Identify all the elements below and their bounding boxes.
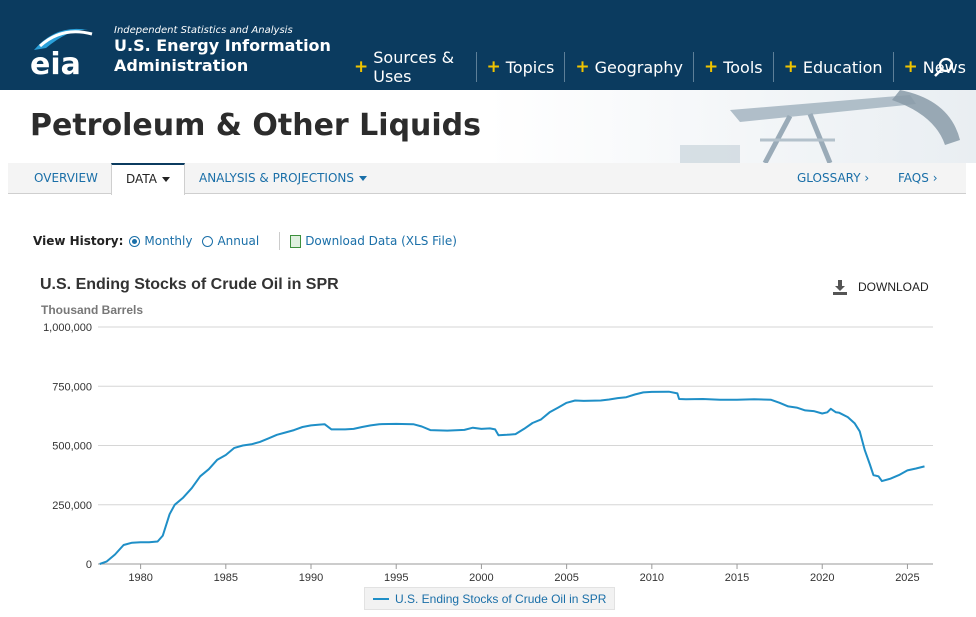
nav-education[interactable]: + Education [772,52,893,82]
faqs-label: FAQS [898,171,929,185]
site-header: eia Independent Statistics and Analysis … [0,0,976,90]
search-icon[interactable] [932,56,956,80]
download-button[interactable]: DOWNLOAD [832,279,929,295]
chart-legend[interactable]: U.S. Ending Stocks of Crude Oil in SPR [364,587,616,610]
x-tick-label: 1990 [299,572,323,584]
x-tick-label: 2005 [554,572,578,584]
logo-text[interactable]: Independent Statistics and Analysis U.S.… [114,25,331,76]
nav-tools[interactable]: + Tools [692,52,773,82]
x-tick-label: 1985 [214,572,238,584]
logo-name-line2: Administration [114,56,249,75]
radio-annual[interactable]: Annual [202,234,259,248]
download-icon [833,280,847,295]
nav-label: Topics [505,57,555,77]
y-tick-label: 750,000 [52,381,92,393]
x-tick-label: 1980 [128,572,152,584]
logo-tagline: Independent Statistics and Analysis [114,25,293,36]
download-label: DOWNLOAD [858,280,929,294]
nav-sources-uses[interactable]: + Sources & Uses [344,48,476,86]
radio-checked-icon [129,235,141,247]
tab-analysis-projections[interactable]: ANALYSIS & PROJECTIONS [199,163,368,194]
glossary-label: GLOSSARY [797,171,861,185]
nav-news[interactable]: + News [892,52,976,82]
nav-topics[interactable]: + Topics [475,52,565,82]
chart-units: Thousand Barrels [41,303,144,317]
plus-icon: + [575,57,590,77]
y-tick-label: 0 [86,559,92,571]
view-history: View History: Monthly Annual Download Da… [33,232,467,250]
line-chart: 0 250,000 500,000 750,000 1,000,000 1980 1985 1… [43,322,933,584]
y-tick-label: 500,000 [52,441,92,453]
plus-icon: + [903,57,918,77]
view-history-label: View History: [33,234,124,248]
nav-label: News [922,57,966,77]
pumpjack-image [680,90,960,163]
legend-label: U.S. Ending Stocks of Crude Oil in SPR [395,591,607,606]
download-xls-link[interactable]: Download Data (XLS File) [290,234,457,248]
radio-monthly[interactable]: Monthly [129,234,192,248]
y-tick-label: 1,000,000 [43,322,92,334]
y-tick-label: 250,000 [52,500,92,512]
legend-swatch [373,597,389,600]
nav-label: Sources & Uses [373,48,455,86]
x-tick-label: 1995 [384,572,408,584]
chart-title: U.S. Ending Stocks of Crude Oil in SPR [40,276,339,293]
caret-down-icon [359,176,368,181]
main-nav: + Sources & Uses + Topics + Geography + Tool… [344,48,976,86]
tab-data-label: DATA [126,172,157,186]
series-line-spr-stocks[interactable] [99,390,925,565]
separator [279,232,281,250]
plus-icon: + [783,57,798,77]
sub-nav: OVERVIEW DATA ANALYSIS & PROJECTIONS GLO… [8,163,966,195]
plus-icon: + [703,57,719,77]
nav-label: Tools [723,57,763,77]
nav-geography[interactable]: + Geography [564,52,693,82]
x-tick-label: 2000 [469,572,493,584]
chevron-right-icon: › [864,171,870,185]
caret-down-icon [161,177,170,182]
chevron-right-icon: › [932,171,938,185]
tab-analysis-label: ANALYSIS & PROJECTIONS [199,171,355,185]
radio-unchecked-icon [202,235,214,247]
link-glossary[interactable]: GLOSSARY › [797,163,869,194]
plus-icon: + [354,57,369,77]
eia-logo-icon[interactable]: eia [26,22,106,78]
x-tick-label: 2010 [640,572,664,584]
download-xls-label: Download Data (XLS File) [305,234,457,248]
monthly-label: Monthly [144,234,193,248]
nav-label: Education [802,57,883,77]
page-title: Petroleum & Other Liquids [30,108,482,143]
annual-label: Annual [217,234,260,248]
x-tick-label: 2015 [725,572,749,584]
x-tick-label: 2020 [810,572,834,584]
tab-overview[interactable]: OVERVIEW [34,171,98,185]
logo-name-line1: U.S. Energy Information [114,36,331,55]
link-faqs[interactable]: FAQS › [898,163,938,194]
svg-text:eia: eia [30,47,81,78]
tab-data[interactable]: DATA [111,163,185,195]
plus-icon: + [486,57,501,77]
nav-label: Geography [594,57,683,77]
xls-file-icon [290,234,302,248]
x-tick-label: 2025 [895,572,919,584]
